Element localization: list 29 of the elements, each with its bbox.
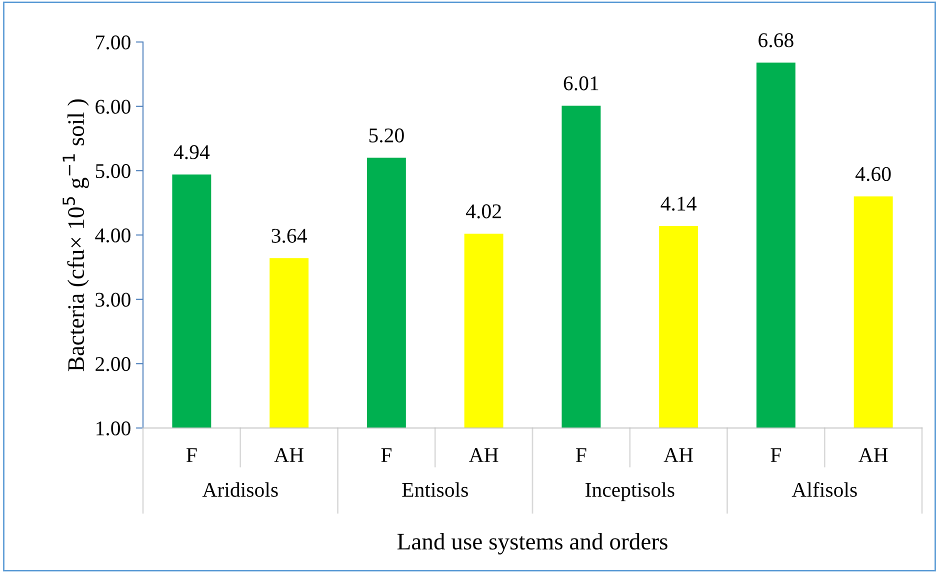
text: Aridisols: [202, 482, 278, 497]
y-tick-label: 5.00: [96, 164, 130, 178]
text: Inceptisols: [585, 482, 674, 502]
x-tick-label: AH: [274, 448, 304, 462]
x-tick-label: AH: [664, 448, 693, 462]
x-tick-label: F: [770, 448, 781, 462]
y-tick-label: 1.00: [96, 421, 130, 436]
text: Entisols: [402, 482, 468, 497]
data-label: 6.01: [564, 76, 598, 90]
y-tick-label: 6.00: [96, 100, 130, 114]
x-tick-label: F: [186, 448, 197, 462]
data-label: 6.68: [758, 33, 794, 48]
y-tick-label: 7.00: [96, 35, 130, 50]
y-tick-label: 2.00: [96, 357, 130, 372]
y-tick-label: 4.00: [95, 228, 130, 243]
x-tick-label: AH: [858, 448, 888, 462]
y-tick-label: 3.00: [96, 292, 130, 307]
data-label: 4.14: [660, 196, 696, 211]
x-tick-label: F: [381, 448, 392, 462]
x-tick-label: F: [576, 448, 586, 462]
data-label: 5.20: [369, 128, 404, 143]
data-label: 4.60: [855, 167, 891, 182]
data-label: 3.64: [272, 228, 307, 243]
data-label: 4.02: [466, 204, 501, 218]
x-axis-title: Land use systems and orders: [397, 533, 668, 554]
text: Alfisols: [792, 482, 857, 497]
data-label: 4.94: [174, 145, 210, 160]
x-tick-label: AH: [468, 448, 498, 462]
y-axis-title: Bacteria (cfu× 10$^{5}$ g$^{−1}$ soil ): [62, 99, 89, 372]
